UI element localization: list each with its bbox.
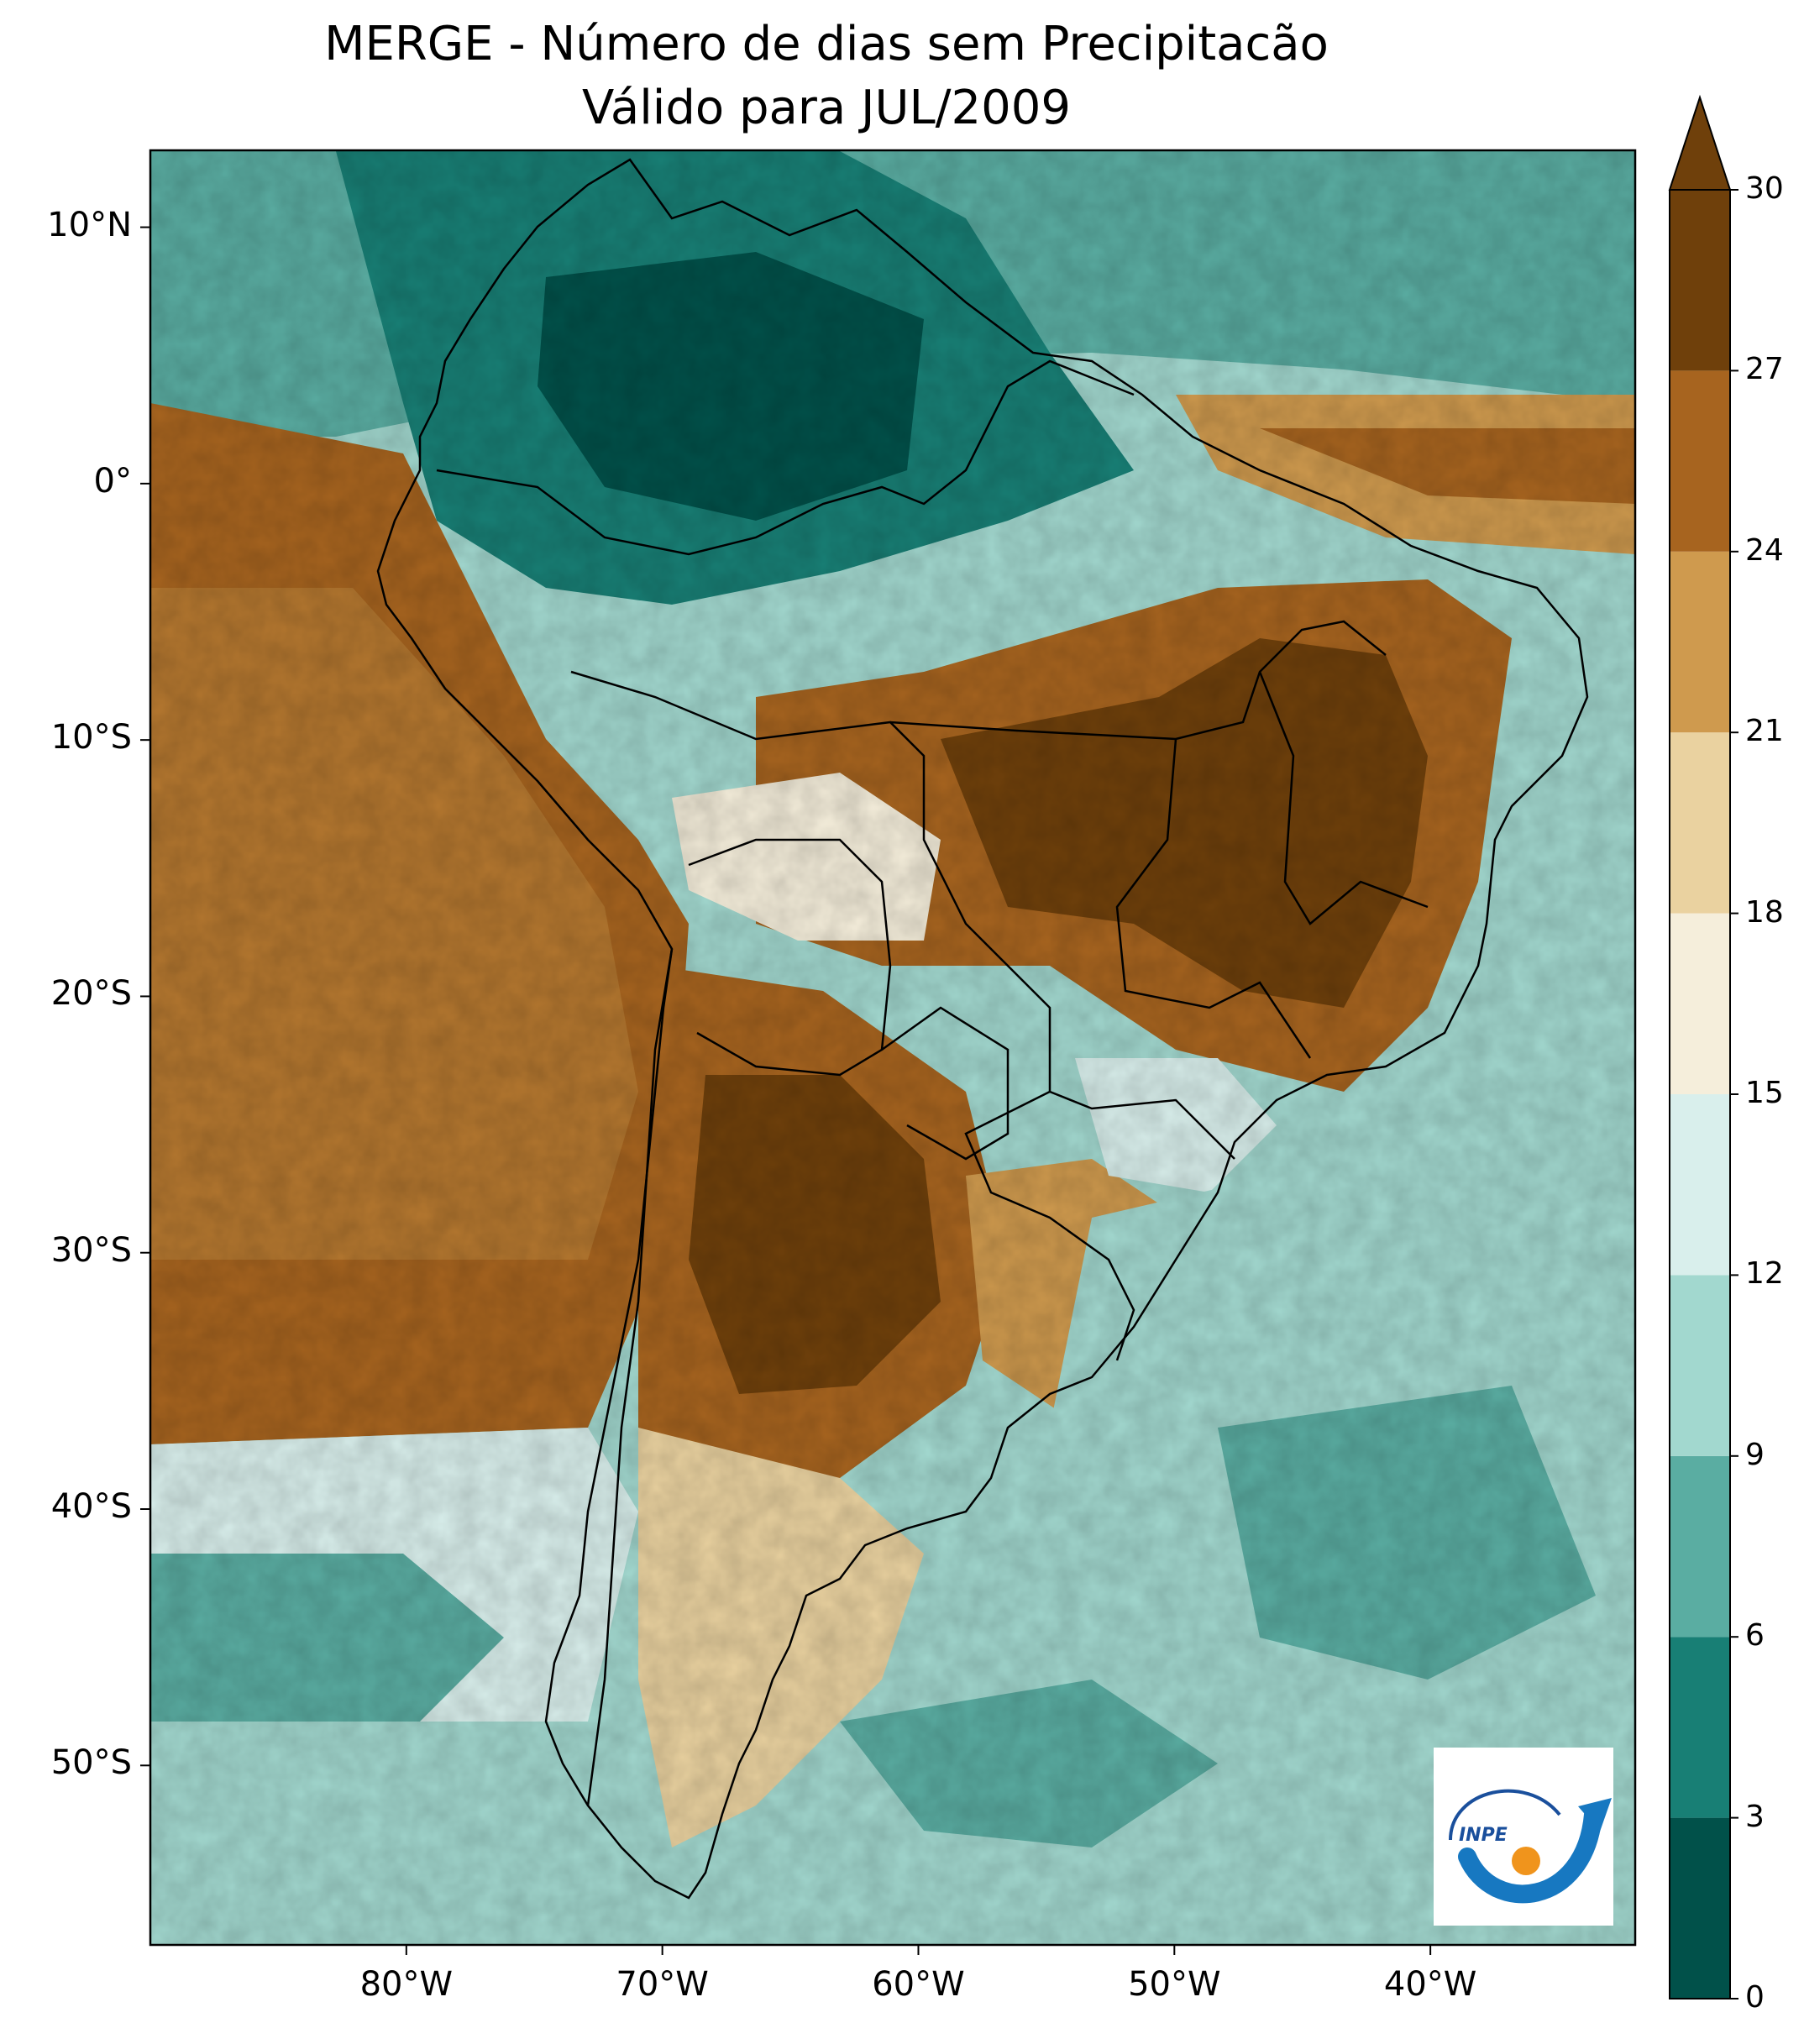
colorbar-segment	[1670, 190, 1730, 371]
coastline-borders	[376, 158, 1589, 1900]
colorbar-segment	[1670, 551, 1730, 733]
lat-tick-label: 0°	[93, 461, 132, 501]
colorbar-tick-label: 6	[1745, 1618, 1765, 1654]
colorbar-tick-label: 9	[1745, 1437, 1765, 1472]
colorbar-segment	[1670, 1275, 1730, 1456]
lat-tick-marks	[140, 226, 150, 1767]
coastline	[376, 158, 1589, 1900]
colorbar-tick-label: 3	[1745, 1799, 1765, 1834]
map-frame	[149, 149, 1637, 1947]
border-states-1	[889, 620, 1387, 741]
colorbar-tick-label: 15	[1745, 1076, 1784, 1110]
colorbar-tick-label: 12	[1745, 1256, 1784, 1292]
border-brazil-west	[570, 670, 1135, 1361]
colorbar	[1668, 94, 1738, 1999]
lat-tick-label: 20°S	[50, 974, 132, 1014]
inpe-logo: INPE	[1434, 1748, 1613, 1926]
lat-tick-label: 40°S	[50, 1487, 132, 1526]
border-states-3	[1258, 671, 1429, 925]
colorbar-tick-label: 18	[1745, 894, 1784, 930]
lat-tick-label: 30°S	[50, 1230, 132, 1270]
lon-tick-label: 70°W	[616, 1965, 709, 2004]
field-texture	[150, 150, 1635, 1945]
colorbar-segment	[1670, 1817, 1730, 1999]
inpe-logo-icon	[1449, 1789, 1612, 1904]
map-title: MERGE - Número de dias sem Precipitacão	[324, 17, 1329, 71]
border-states-2	[1115, 738, 1312, 1059]
precipitation-field	[150, 150, 1635, 1945]
border-paraguay	[881, 1006, 1010, 1161]
colorbar-extend-arrow	[1668, 94, 1732, 191]
lat-tick-label: 10°S	[50, 718, 132, 757]
lon-tick-marks	[405, 1945, 1432, 1955]
colorbar-tick-label: 27	[1745, 352, 1784, 387]
lon-tick-label: 50°W	[1128, 1965, 1221, 2004]
colorbar-segment	[1670, 1455, 1730, 1638]
colorbar-segment	[1670, 1094, 1730, 1276]
colorbar-tick-label: 30	[1745, 171, 1784, 206]
lon-tick-label: 60°W	[872, 1965, 965, 2004]
map-subtitle: Válido para JUL/2009	[581, 81, 1072, 135]
lon-tick-label: 40°W	[1383, 1965, 1477, 2004]
lat-tick-label: 10°N	[47, 205, 132, 244]
lon-tick-label: 80°W	[359, 1965, 454, 2004]
colorbar-segment	[1670, 1637, 1730, 1818]
border-states-4	[1049, 1090, 1235, 1160]
colorbar-tick-label: 21	[1745, 714, 1784, 749]
colorbar-segment	[1670, 732, 1730, 914]
colorbar-tick-label: 24	[1745, 532, 1784, 568]
border-north	[436, 359, 1135, 556]
border-andes	[586, 948, 674, 1806]
lat-tick-label: 50°S	[50, 1743, 132, 1783]
colorbar-segment	[1670, 370, 1730, 552]
colorbar-segment	[1670, 913, 1730, 1094]
colorbar-tick-label: 0	[1745, 1980, 1765, 2015]
border-bolivia	[688, 838, 892, 1077]
inpe-logo-text: INPE	[1459, 1825, 1508, 1846]
